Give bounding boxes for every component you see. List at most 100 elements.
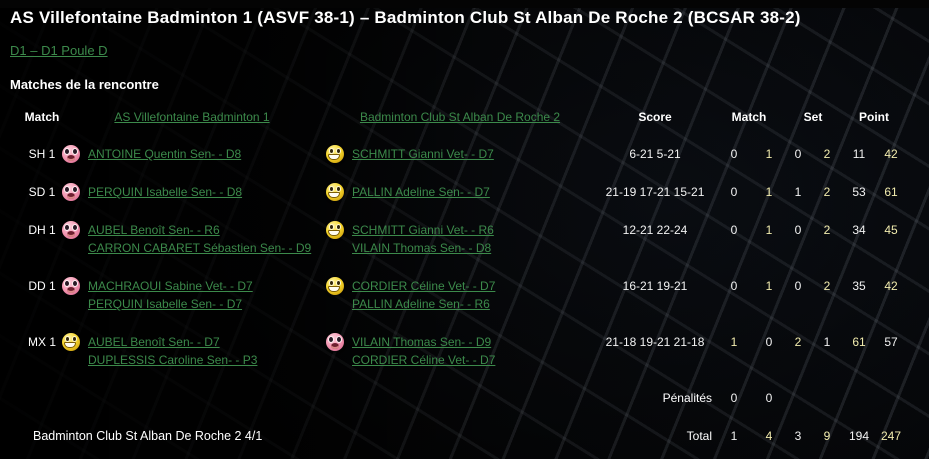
away-player-cell: SCHMITT Gianni Vet- - R6 VILAIN Thomas S… (324, 221, 596, 257)
match-row-dh1: DH 1 AUBEL Benoît Sen- - R6 CARRON CABAR… (0, 221, 929, 257)
sad-face-icon (62, 183, 80, 201)
racket-strings-background (0, 8, 929, 459)
home-match-value: 0 (730, 185, 738, 199)
sad-face-icon (62, 277, 80, 295)
home-point-value: 34 (852, 223, 866, 237)
away-set-value: 2 (823, 223, 831, 237)
home-set-value: 1 (794, 185, 802, 199)
home-player-cell: PERQUIN Isabelle Sen- - D8 (60, 183, 324, 201)
home-match-value: 0 (730, 147, 738, 161)
score-cell: 21-18 19-21 21-18 (605, 335, 705, 349)
player-link[interactable]: VILAIN Thomas Sen- - D9 (352, 335, 492, 349)
away-team-link[interactable]: Badminton Club St Alban De Roche 2 (359, 110, 561, 124)
happy-face-icon (326, 183, 344, 201)
player-link[interactable]: PALLIN Adeline Sen- - R6 (352, 297, 490, 311)
match-row-dd1: DD 1 MACHRAOUI Sabine Vet- - D7 PERQUIN … (0, 277, 929, 313)
match-row-mx1: MX 1 AUBEL Benoît Sen- - D7 DUPLESSIS Ca… (0, 333, 929, 369)
col-header-point: Point (859, 110, 889, 124)
score-cell: 21-19 17-21 15-21 (605, 185, 705, 199)
match-label: MX 1 (27, 335, 56, 349)
away-match-value: 1 (765, 147, 773, 161)
home-player-cell: ANTOINE Quentin Sen- - D8 (60, 145, 324, 163)
col-header-away-team: Badminton Club St Alban De Roche 2 (324, 108, 596, 126)
away-match-value: 0 (765, 335, 773, 349)
away-set-value: 2 (823, 147, 831, 161)
away-total-match: 4 (765, 429, 773, 443)
away-point-value: 42 (884, 147, 898, 161)
player-link[interactable]: DUPLESSIS Caroline Sen- - P3 (88, 353, 258, 367)
away-player-cell: VILAIN Thomas Sen- - D9 CORDIER Céline V… (324, 333, 596, 369)
away-match-value: 1 (765, 223, 773, 237)
table-header-row: Match AS Villefontaine Badminton 1 Badmi… (0, 108, 929, 126)
home-penalty-value: 0 (730, 391, 738, 405)
home-match-value: 1 (730, 335, 738, 349)
total-row: Badminton Club St Alban De Roche 2 4/1 T… (0, 427, 929, 445)
away-player-cell: CORDIER Céline Vet- - D7 PALLIN Adeline … (324, 277, 596, 313)
division-link[interactable]: D1 – D1 Poule D (10, 43, 108, 58)
home-match-value: 0 (730, 223, 738, 237)
match-sheet-page: AS Villefontaine Badminton 1 (ASVF 38-1)… (0, 8, 929, 445)
happy-face-icon (326, 221, 344, 239)
penalties-label: Pénalités (662, 391, 712, 405)
match-result-summary: Badminton Club St Alban De Roche 2 4/1 (33, 429, 263, 443)
player-link[interactable]: AUBEL Benoît Sen- - R6 (88, 223, 220, 237)
away-point-value: 42 (884, 279, 898, 293)
home-total-match: 1 (730, 429, 738, 443)
away-set-value: 2 (823, 185, 831, 199)
match-label: SH 1 (28, 147, 56, 161)
away-player-cell: SCHMITT Gianni Vet- - D7 (324, 145, 596, 163)
player-link[interactable]: PERQUIN Isabelle Sen- - D7 (88, 297, 243, 311)
away-total-set: 9 (823, 429, 831, 443)
player-link[interactable]: SCHMITT Gianni Vet- - D7 (352, 147, 494, 161)
home-set-value: 2 (794, 335, 802, 349)
match-row-sd1: SD 1 PERQUIN Isabelle Sen- - D8 PALLIN A… (0, 183, 929, 201)
home-total-point: 194 (848, 429, 870, 443)
penalties-row: Pénalités 0 0 (0, 389, 929, 407)
match-row-sh1: SH 1 ANTOINE Quentin Sen- - D8 SCHMITT G… (0, 145, 929, 163)
player-link[interactable]: PALLIN Adeline Sen- - D7 (352, 185, 490, 199)
away-penalty-value: 0 (765, 391, 773, 405)
col-header-home-team: AS Villefontaine Badminton 1 (60, 108, 324, 126)
happy-face-icon (326, 145, 344, 163)
player-link[interactable]: VILAIN Thomas Sen- - D8 (352, 241, 492, 255)
player-link[interactable]: CORDIER Céline Vet- - D7 (352, 279, 496, 293)
sad-face-icon (62, 221, 80, 239)
player-link[interactable]: AUBEL Benoît Sen- - D7 (88, 335, 220, 349)
player-link[interactable]: PERQUIN Isabelle Sen- - D8 (88, 185, 243, 199)
score-cell: 16-21 19-21 (622, 279, 688, 293)
away-point-value: 45 (884, 223, 898, 237)
happy-face-icon (62, 333, 80, 351)
away-point-value: 61 (884, 185, 898, 199)
home-set-value: 0 (794, 147, 802, 161)
col-header-set: Set (803, 110, 823, 124)
home-point-value: 61 (852, 335, 866, 349)
home-player-cell: MACHRAOUI Sabine Vet- - D7 PERQUIN Isabe… (60, 277, 324, 313)
away-set-value: 2 (823, 279, 831, 293)
section-title: Matches de la rencontre (10, 77, 159, 92)
happy-face-icon (326, 277, 344, 295)
away-match-value: 1 (765, 185, 773, 199)
player-link[interactable]: CARRON CABARET Sébastien Sen- - D9 (88, 241, 312, 255)
home-match-value: 0 (730, 279, 738, 293)
col-header-match-count: Match (731, 110, 767, 124)
home-point-value: 35 (852, 279, 866, 293)
player-link[interactable]: ANTOINE Quentin Sen- - D8 (88, 147, 242, 161)
score-cell: 12-21 22-24 (622, 223, 688, 237)
away-match-value: 1 (765, 279, 773, 293)
col-header-match: Match (24, 110, 60, 124)
player-link[interactable]: MACHRAOUI Sabine Vet- - D7 (88, 279, 253, 293)
sad-face-icon (62, 145, 80, 163)
page-title: AS Villefontaine Badminton 1 (ASVF 38-1)… (10, 8, 801, 27)
away-player-cell: PALLIN Adeline Sen- - D7 (324, 183, 596, 201)
home-player-cell: AUBEL Benoît Sen- - D7 DUPLESSIS Carolin… (60, 333, 324, 369)
home-set-value: 0 (794, 279, 802, 293)
player-link[interactable]: CORDIER Céline Vet- - D7 (352, 353, 496, 367)
home-team-link[interactable]: AS Villefontaine Badminton 1 (114, 110, 270, 124)
home-set-value: 0 (794, 223, 802, 237)
match-label: SD 1 (28, 185, 56, 199)
player-link[interactable]: SCHMITT Gianni Vet- - R6 (352, 223, 494, 237)
sad-face-icon (326, 333, 344, 351)
match-label: DD 1 (28, 279, 56, 293)
col-header-score: Score (638, 110, 672, 124)
home-total-set: 3 (794, 429, 802, 443)
